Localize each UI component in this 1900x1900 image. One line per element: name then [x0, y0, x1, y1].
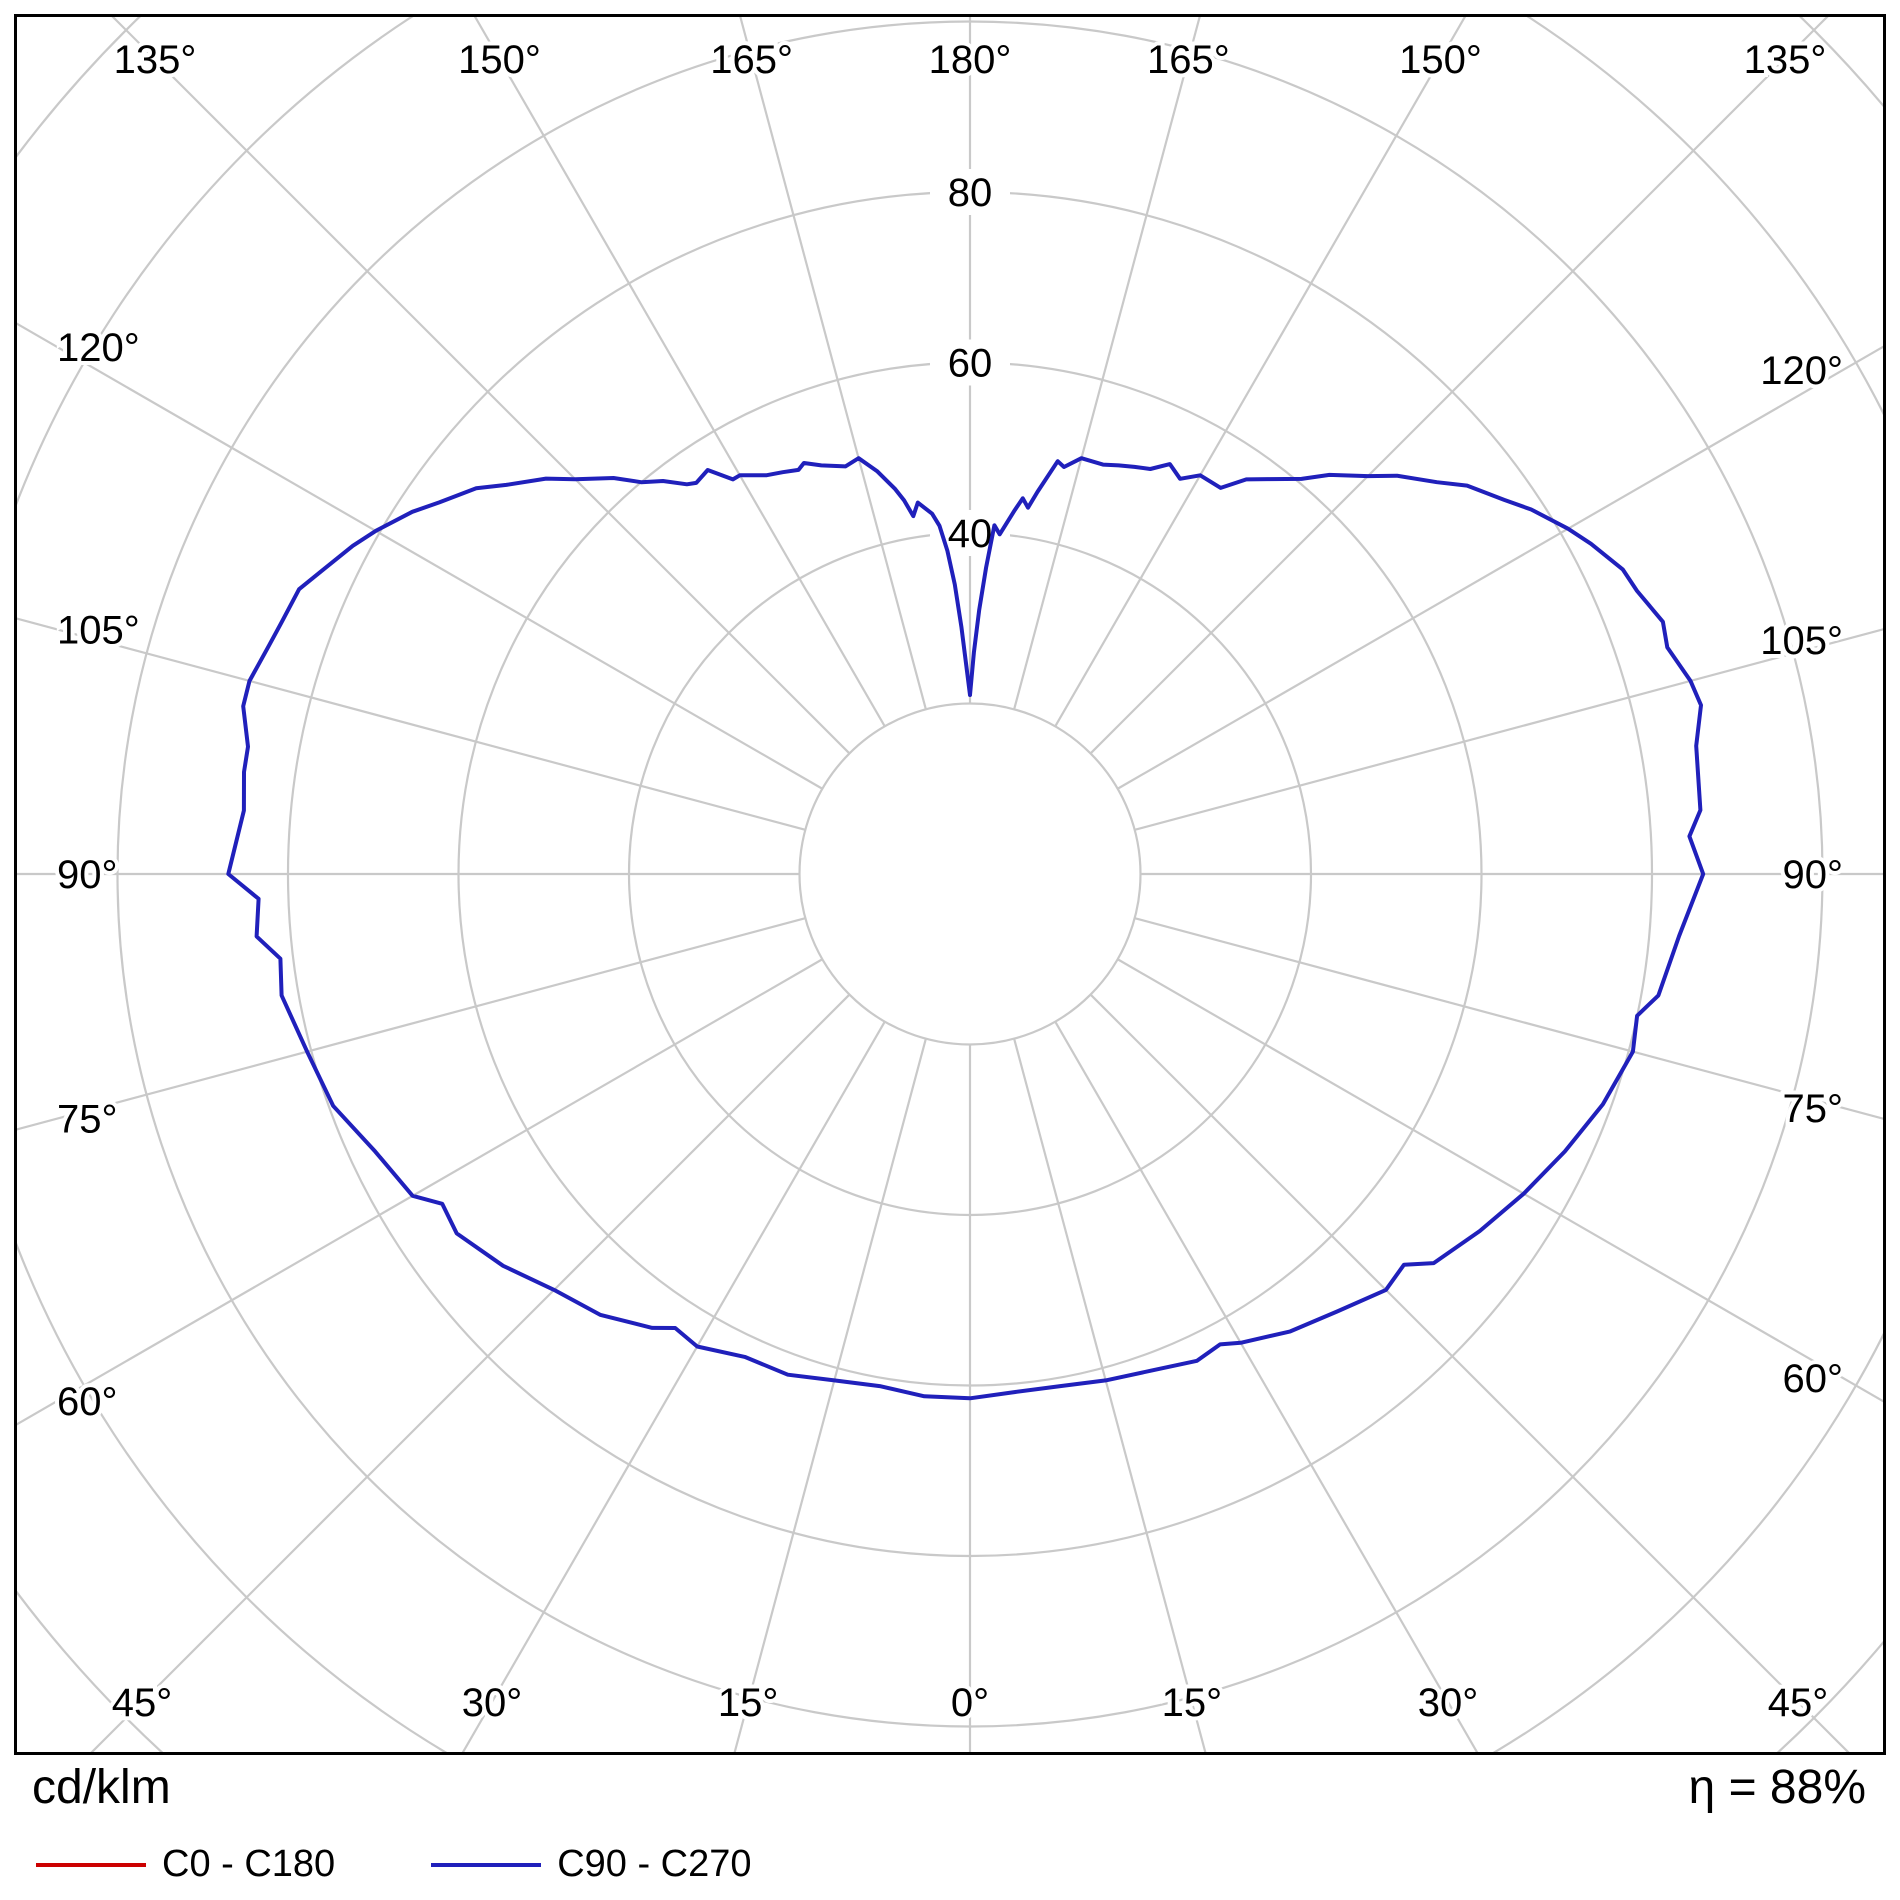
polar-chart-frame: 40 60 80 0° 15° 15° 30° 30° 45° 45° 60° 60° 75° 75° 90…	[14, 14, 1886, 1755]
legend-item-c0-c180: C0 - C180	[36, 1843, 335, 1886]
grid-spoke	[1013, 17, 1201, 710]
legend-label-c0-c180: C0 - C180	[162, 1843, 336, 1885]
angle-label: 75°	[57, 1098, 118, 1142]
angle-label: 60°	[57, 1380, 118, 1424]
grid-spoke	[1117, 345, 1883, 790]
ring-label: 60	[948, 342, 993, 386]
angle-label: 135°	[1744, 38, 1827, 82]
grid-spoke	[473, 17, 886, 727]
polar-chart: 40 60 80 0° 15° 15° 30° 30° 45° 45° 60° 60° 75° 75° 90…	[17, 17, 1883, 1752]
legend-label-c90-c270: C90 - C270	[557, 1843, 752, 1885]
grid-spoke	[1134, 917, 1883, 1120]
grid-spoke	[90, 993, 851, 1752]
grid-spoke	[1013, 1038, 1207, 1752]
angle-label: 75°	[1783, 1087, 1844, 1131]
footer-row: cd/klm η = 88%	[32, 1760, 1866, 1815]
angle-label: 0°	[951, 1681, 989, 1725]
grid-spoke	[17, 917, 806, 1131]
efficiency-label: η = 88%	[1688, 1761, 1866, 1814]
units-label: cd/klm	[32, 1761, 171, 1814]
grid-spoke	[111, 17, 851, 755]
angle-label: 30°	[462, 1681, 523, 1725]
angle-label: 90°	[57, 853, 118, 897]
angle-label: 15°	[1162, 1681, 1223, 1725]
grid-spoke	[733, 1038, 927, 1752]
angle-label: 180°	[929, 38, 1012, 82]
grid-spoke	[17, 322, 823, 790]
angle-label: 135°	[114, 38, 197, 82]
angle-label: 105°	[1760, 619, 1843, 663]
angle-label: 105°	[57, 608, 140, 652]
angle-label: 60°	[1783, 1357, 1844, 1401]
angle-label: 45°	[112, 1681, 173, 1725]
grid-spoke	[1054, 17, 1467, 727]
grid-spoke	[17, 958, 823, 1426]
angle-label: 150°	[458, 38, 541, 82]
ring-label-chip	[930, 339, 1010, 386]
angle-label: 45°	[1768, 1681, 1829, 1725]
c90-c270-line-swatch	[431, 1862, 542, 1867]
ring-label: 80	[948, 171, 993, 215]
legend: C0 - C180 C90 - C270	[36, 1843, 752, 1886]
grid-ring	[17, 17, 1883, 1752]
angle-label: 120°	[1760, 349, 1843, 393]
angle-label: 165°	[710, 38, 793, 82]
grid-spoke	[1117, 958, 1883, 1403]
angle-label: 150°	[1399, 38, 1482, 82]
grid-spoke	[739, 17, 927, 710]
angle-label: 15°	[718, 1681, 779, 1725]
angle-label: 90°	[1783, 853, 1844, 897]
grid-spoke	[461, 1021, 886, 1752]
grid-spoke	[1134, 628, 1883, 831]
angle-label: 30°	[1418, 1681, 1479, 1725]
grid-spoke	[1089, 17, 1829, 755]
angle-label: 120°	[57, 326, 140, 370]
ring-label: 40	[948, 512, 993, 556]
grid-spoke	[17, 617, 806, 831]
c0-c180-line-swatch	[36, 1862, 146, 1867]
grid-spoke	[1054, 1021, 1479, 1752]
angle-label: 165°	[1147, 38, 1230, 82]
grid-spoke	[1089, 993, 1850, 1752]
legend-item-c90-c270: C90 - C270	[431, 1843, 752, 1886]
c90-c270-curve	[226, 456, 1706, 1401]
ring-label-chip	[930, 169, 1010, 215]
grid-ring	[798, 702, 1142, 1046]
grid-ring	[17, 17, 1883, 1752]
